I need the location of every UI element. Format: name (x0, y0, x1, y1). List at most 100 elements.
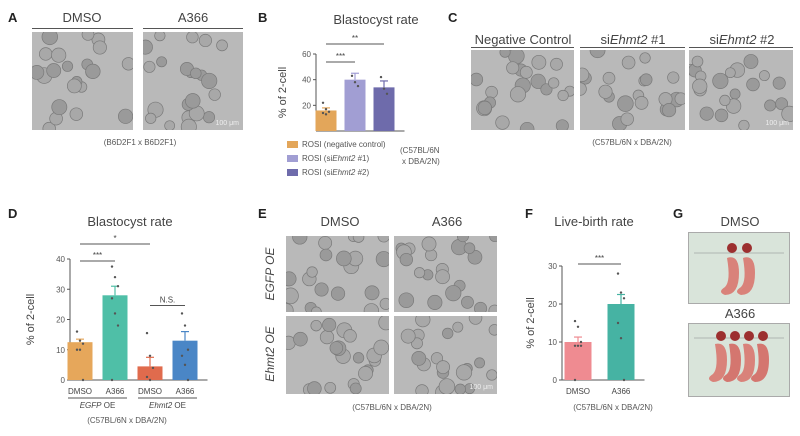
embryo (185, 93, 201, 109)
embryo-texture (143, 32, 228, 130)
embryo (519, 65, 533, 79)
chart-f-title: Live-birth rate (554, 214, 634, 229)
panel-a-header-a366: A366 (177, 10, 209, 25)
panel-label-g: G (673, 206, 684, 221)
embryo (781, 105, 793, 123)
scale-bar-label: 100 μm (215, 120, 240, 127)
significance-label: N.S. (160, 295, 176, 304)
embryo (509, 86, 527, 103)
embryo (143, 39, 153, 55)
data-point (78, 339, 82, 342)
embryo (427, 294, 443, 310)
embryo (589, 50, 606, 59)
bar (607, 304, 635, 380)
embryo (378, 316, 389, 331)
embryo (531, 54, 547, 70)
embryo-illustration (694, 331, 784, 382)
data-point (116, 285, 120, 288)
header-underline (689, 47, 793, 48)
data-point (356, 84, 360, 88)
embryo (764, 99, 777, 112)
embryo (550, 57, 563, 71)
embryo (286, 287, 299, 305)
embryo (485, 85, 498, 99)
embryo (488, 304, 497, 312)
micrograph-e-ehmt2-a366: 100 μm (394, 316, 497, 394)
data-point (576, 344, 580, 347)
legend-item: ROSI (negative control) (287, 140, 386, 149)
embryo (580, 82, 587, 96)
embryo (452, 321, 464, 333)
data-point (324, 113, 328, 116)
group-label: Ehmt2 OE (149, 401, 186, 410)
embryo-texture (286, 316, 389, 394)
embryo (411, 337, 423, 350)
embryo (154, 32, 166, 42)
embryo (489, 236, 497, 243)
data-point (110, 378, 114, 382)
embryo (729, 88, 741, 100)
x-tick-label: DMSO (138, 387, 162, 396)
data-point (622, 378, 626, 382)
embryo-texture (471, 50, 574, 130)
embryo (41, 32, 58, 46)
significance-label: *** (93, 251, 102, 260)
embryo (336, 250, 352, 267)
embryo (772, 76, 786, 90)
scale-bar-label: 100 μm (765, 120, 790, 127)
embryo (743, 54, 759, 69)
embryo-photo-a366 (688, 323, 790, 397)
bar (373, 87, 395, 131)
embryo (699, 106, 714, 121)
embryo (639, 73, 653, 86)
significance-label: *** (336, 52, 345, 61)
panel-c-header: Negative Control (474, 32, 572, 47)
data-point (321, 111, 325, 115)
embryo (198, 33, 212, 48)
embryo (634, 96, 649, 110)
legend-item: ROSI (siEhmt2 #1) (287, 154, 369, 163)
x-tick-label: A366 (106, 387, 125, 396)
embryo (310, 306, 322, 312)
data-point (180, 354, 184, 357)
header-underline (32, 28, 133, 29)
embryo (51, 47, 67, 63)
panel-g-header-dmso: DMSO (720, 214, 760, 229)
data-point (327, 110, 331, 113)
data-point (576, 325, 580, 328)
embryo (540, 83, 553, 96)
embryo (438, 378, 456, 394)
embryo (377, 236, 389, 243)
embryo (725, 67, 736, 79)
data-point (573, 319, 577, 323)
data-point (186, 348, 190, 351)
embryo (314, 282, 329, 297)
data-point (113, 312, 117, 315)
y-tick-label: 20 (548, 300, 557, 309)
micrograph-e-egfp-a366 (394, 236, 497, 312)
embryo (486, 369, 497, 381)
legend-swatch (287, 141, 298, 148)
panel-g-header-a366: A366 (724, 306, 756, 321)
embryo (92, 40, 107, 55)
embryo (349, 382, 362, 394)
bar (344, 79, 366, 131)
embryo (580, 67, 590, 82)
data-point (81, 342, 85, 345)
chart-b-title: Blastocyst rate (333, 12, 419, 27)
embryo (85, 63, 101, 79)
embryo-texture (400, 316, 497, 394)
y-tick-label: 30 (548, 262, 557, 271)
data-point (324, 107, 328, 111)
y-tick-label: 10 (548, 338, 557, 347)
embryo (455, 364, 473, 381)
embryo (318, 236, 333, 250)
embryo (61, 60, 74, 72)
embryo (400, 328, 416, 344)
embryo (121, 57, 133, 71)
embryo (216, 39, 228, 52)
y-tick-label: 10 (56, 346, 65, 355)
chart-f-caption: (C57BL/6N x DBA/2N) (573, 403, 653, 412)
micrograph-c-si2: 100 μm (689, 50, 793, 130)
micrograph-c-negative-control (471, 50, 574, 130)
